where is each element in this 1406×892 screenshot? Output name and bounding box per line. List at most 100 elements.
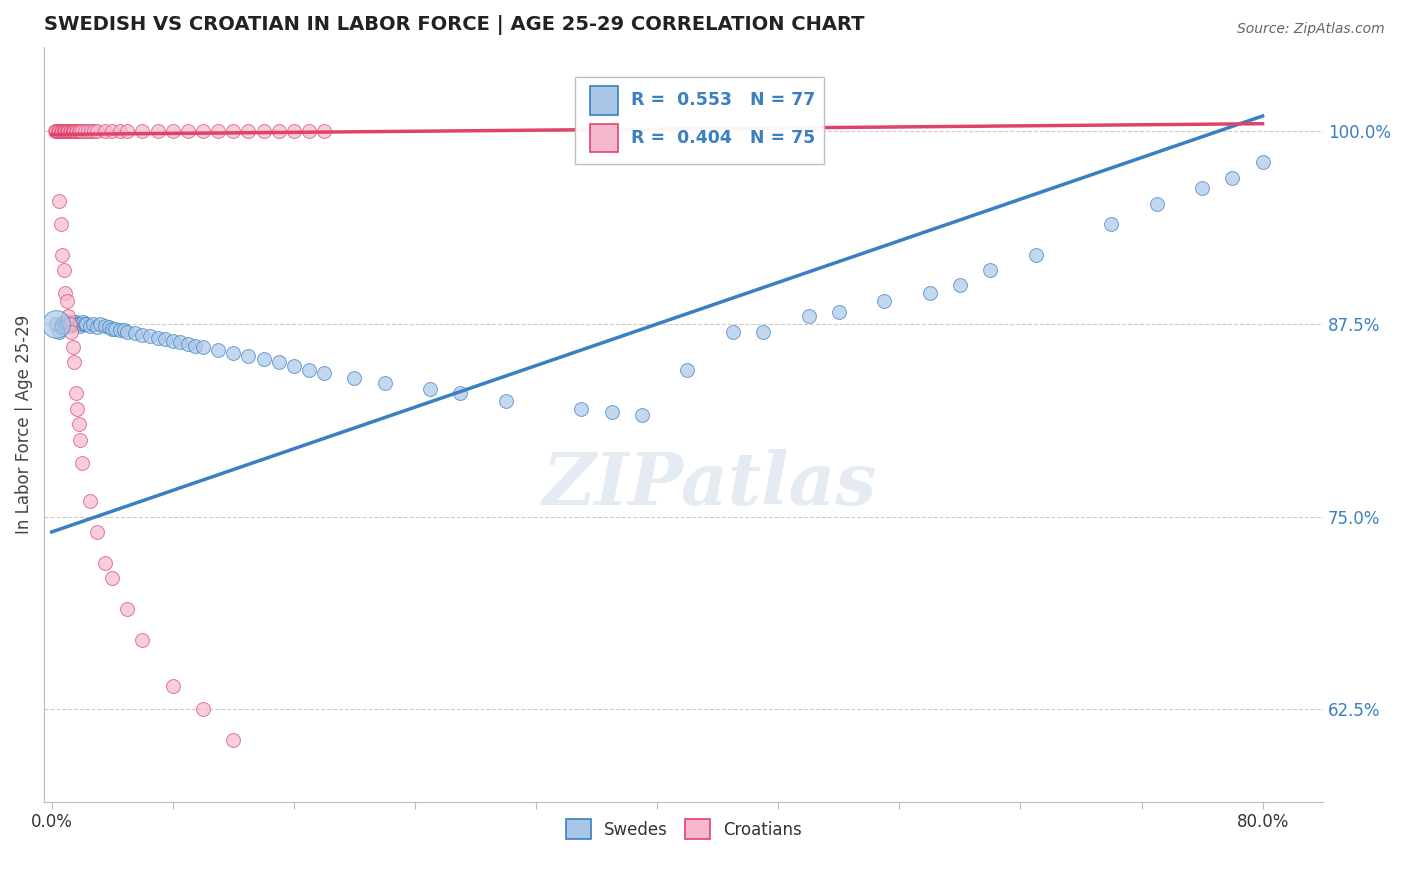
Point xyxy=(298,363,321,377)
Point xyxy=(146,124,169,138)
Point xyxy=(131,327,153,342)
Point xyxy=(69,124,91,138)
Point xyxy=(93,318,115,333)
Point xyxy=(252,124,274,138)
Point xyxy=(93,124,115,138)
Point xyxy=(222,733,245,747)
Point xyxy=(77,124,100,138)
Point xyxy=(82,317,104,331)
Point xyxy=(51,124,73,138)
Point xyxy=(177,337,200,351)
Point xyxy=(52,315,75,329)
Point xyxy=(63,124,86,138)
Point xyxy=(162,679,184,693)
Point xyxy=(62,340,84,354)
Point xyxy=(70,456,93,470)
Point xyxy=(48,124,70,138)
Point xyxy=(676,363,699,377)
Point xyxy=(117,602,139,616)
Point xyxy=(66,401,89,416)
Point xyxy=(131,124,153,138)
Text: R =  0.404   N = 75: R = 0.404 N = 75 xyxy=(631,129,815,147)
Point xyxy=(48,325,70,339)
Point xyxy=(56,317,79,331)
Point xyxy=(76,317,98,331)
Point xyxy=(184,338,207,352)
Point xyxy=(70,124,93,138)
Point xyxy=(45,317,67,331)
Point xyxy=(69,433,91,447)
Point xyxy=(89,317,111,331)
Point xyxy=(53,124,76,138)
Point xyxy=(53,318,76,333)
Point xyxy=(60,317,83,331)
Point xyxy=(52,124,75,138)
Text: Source: ZipAtlas.com: Source: ZipAtlas.com xyxy=(1237,22,1385,37)
Point xyxy=(238,349,260,363)
Point xyxy=(1220,170,1243,185)
Point xyxy=(162,334,184,348)
Point xyxy=(60,124,83,138)
FancyBboxPatch shape xyxy=(591,124,619,153)
Point xyxy=(56,293,79,308)
Point xyxy=(298,124,321,138)
Point xyxy=(58,310,80,324)
Point xyxy=(49,217,72,231)
Point xyxy=(86,320,108,334)
Point xyxy=(53,317,76,331)
Point xyxy=(45,317,67,331)
Point xyxy=(752,325,775,339)
Point xyxy=(828,304,851,318)
Point xyxy=(86,524,108,539)
Point xyxy=(108,124,131,138)
Point xyxy=(62,124,84,138)
Point xyxy=(51,124,73,138)
Point xyxy=(52,124,75,138)
Point xyxy=(131,632,153,647)
Point xyxy=(162,124,184,138)
Point xyxy=(73,317,96,331)
Point xyxy=(67,317,90,331)
FancyBboxPatch shape xyxy=(575,77,824,163)
Point xyxy=(238,124,260,138)
Legend: Swedes, Croatians: Swedes, Croatians xyxy=(560,813,808,847)
Point xyxy=(60,124,83,138)
Point xyxy=(571,401,593,416)
Point xyxy=(112,323,135,337)
Point xyxy=(67,124,90,138)
Point xyxy=(56,124,79,138)
Point xyxy=(873,293,896,308)
Point xyxy=(59,318,82,333)
Point xyxy=(1146,196,1168,211)
Point xyxy=(191,702,214,716)
Text: SWEDISH VS CROATIAN IN LABOR FORCE | AGE 25-29 CORRELATION CHART: SWEDISH VS CROATIAN IN LABOR FORCE | AGE… xyxy=(44,15,865,35)
Point xyxy=(101,571,124,585)
Point xyxy=(48,124,70,138)
Point xyxy=(918,286,941,301)
Point xyxy=(169,335,191,350)
Point xyxy=(1025,247,1047,261)
Y-axis label: In Labor Force | Age 25-29: In Labor Force | Age 25-29 xyxy=(15,315,32,533)
Point xyxy=(374,376,396,390)
Point xyxy=(117,124,139,138)
Point xyxy=(60,325,83,339)
Point xyxy=(63,124,86,138)
Point xyxy=(252,352,274,367)
Point xyxy=(124,326,146,341)
Point xyxy=(70,317,93,331)
Point xyxy=(979,263,1001,277)
Point xyxy=(139,329,162,343)
Point xyxy=(44,124,66,138)
Point xyxy=(153,332,176,346)
Point xyxy=(79,494,101,508)
Point xyxy=(146,331,169,345)
Point xyxy=(207,124,229,138)
Point xyxy=(60,315,83,329)
Point xyxy=(93,556,115,570)
Point xyxy=(283,124,305,138)
Point xyxy=(117,325,139,339)
Point xyxy=(191,124,214,138)
Point xyxy=(72,315,94,329)
Point xyxy=(58,124,80,138)
Point xyxy=(495,394,517,409)
